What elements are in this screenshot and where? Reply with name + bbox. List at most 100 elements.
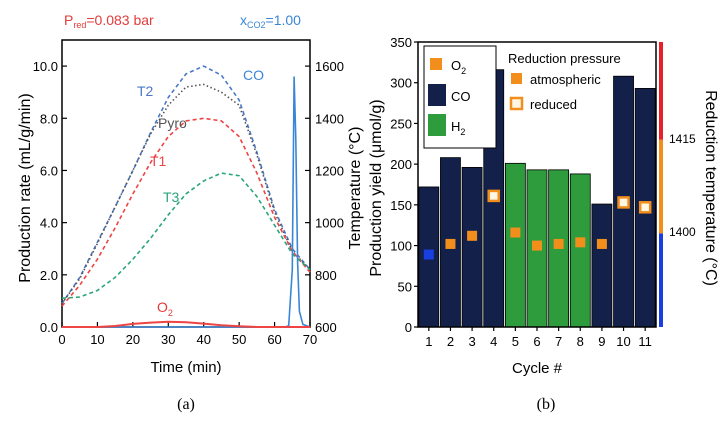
pressure-annotation: Pred=0.083 bar [64,12,154,30]
y-tick-label: 350 [390,35,412,50]
x-tick-label: 20 [126,332,140,347]
x-tick-label: 60 [267,332,281,347]
y-tick-label: 250 [390,116,412,131]
legend-label-co: CO [451,89,471,104]
temperature-bar-segment [659,233,663,327]
y-tick-label: 100 [390,239,412,254]
left-tick-label: 2.0 [40,268,58,283]
series-line-t1 [61,117,311,307]
o2-marker-cycle-8 [575,237,586,248]
right-tick-label: 1600 [315,59,344,74]
bar-cycle-5 [504,162,526,328]
legend: O2 CO H2 Reduction pressure atmospheric … [423,45,621,149]
series-line-o2 [62,320,310,328]
panel-a-right-axis-title: Temperature (°C) [347,127,364,250]
panel-b-y-ticks: 0 50 100 150 200 250 300 350 [390,35,418,335]
left-tick-label: 8.0 [40,111,58,126]
x-tick-label: 30 [161,332,175,347]
x-tick-label: 2 [447,334,454,349]
x-tick-label: 70 [303,332,317,347]
panel-a-right-ticks: 600 800 1000 1200 1400 1600 [305,59,344,335]
series-line-t2 [61,65,311,304]
x-tick-label: 3 [468,334,475,349]
x-tick-label: 8 [577,334,584,349]
legend-swatch-atmospheric [511,73,522,84]
panel-b-y-axis-title: Production yield (μmol/g) [368,99,385,276]
panel-a-series [61,65,311,328]
o2-marker-cycle-1 [423,249,434,260]
bar-cycle-9 [591,203,613,328]
x-tick-label: 40 [196,332,210,347]
temperature-bar-segment [659,42,663,140]
panel-b-o2-markers [423,189,652,260]
panel-a-plot-frame [61,39,311,328]
y-tick-label: 50 [398,279,412,294]
temperature-label: 1415 [669,132,696,146]
x-tick-label: 9 [598,334,605,349]
x-tick-label: 10 [616,334,630,349]
right-tick-label: 1400 [315,111,344,126]
x-tick-label: 5 [512,334,519,349]
x-tick-label: 11 [638,334,652,349]
o2-marker-cycle-3 [467,230,478,241]
co-peak-label: CO [243,67,264,83]
o2-marker-cycle-5 [510,227,521,238]
left-tick-label: 6.0 [40,163,58,178]
series-line-t3 [61,172,311,300]
legend-label-o2: O2 [451,58,466,76]
o2-marker-cycle-4 [487,189,500,203]
legend-pressure-title: Reduction pressure [508,51,621,66]
right-tick-label: 1200 [315,163,344,178]
series-label-pyro: Pyro [158,115,187,131]
y-tick-label: 200 [390,157,412,172]
panel-a-left-ticks: 0.0 2.0 4.0 6.0 8.0 10.0 [33,59,67,335]
series-label-t2: T2 [137,83,154,99]
legend-swatch-o2 [430,58,442,70]
panel-b-x-axis-title: Cycle # [512,360,563,377]
o2-marker-cycle-11 [638,201,652,214]
legend-swatch-h2 [428,114,446,136]
legend-label-h2: H2 [451,119,465,137]
legend-label-atmospheric: atmospheric [530,72,601,87]
y-tick-label: 150 [390,198,412,213]
panel-b-caption: (b) [537,396,556,413]
temperature-bar: 1400 1415 [659,42,696,327]
legend-swatch-reduced [509,96,524,111]
o2-marker-cycle-9 [596,238,607,249]
o2-marker-cycle-2 [445,238,456,249]
panel-a-y-axis-title: Production rate (mL/g/min) [17,93,34,282]
y-tick-label: 300 [390,76,412,91]
series-label-t1: T1 [150,153,167,169]
panel-a: 0.02.04.06.08.010.0 60080010001200140016… [17,12,364,413]
y-tick-label: 0 [405,320,412,335]
o2-marker-cycle-10 [617,196,630,209]
o2-marker-cycle-6 [532,240,542,251]
left-tick-label: 10.0 [33,59,58,74]
x-tick-label: 7 [555,334,562,349]
x-tick-label: 50 [232,332,246,347]
x-tick-label: 4 [490,334,497,349]
temperature-bar-segment [659,139,663,234]
panel-a-x-ticks: 0 10 20 30 40 50 60 70 [58,322,317,347]
legend-swatch-co [428,84,446,106]
panel-a-caption: (a) [177,396,195,413]
bar-cycle-8 [569,173,591,328]
x-tick-label: 10 [90,332,104,347]
legend-label-reduced: reduced [530,97,577,112]
temperature-label: 1400 [669,225,696,239]
x-tick-label: 1 [425,334,432,349]
left-tick-label: 0.0 [40,320,58,335]
series-label-t3: T3 [163,189,180,205]
panel-b: 0 50 100 150 200 250 300 350 1 2 3 4 5 6 7 8 9 10 11 1400… [368,35,719,413]
right-tick-label: 600 [315,320,337,335]
panel-a-x-axis-title: Time (min) [150,359,221,376]
left-tick-label: 4.0 [40,216,58,231]
x-tick-label: 0 [58,332,65,347]
panel-b-x-ticks: 1 2 3 4 5 6 7 8 9 10 11 [425,327,652,349]
panel-b-right-axis-title: Reduction temperature (°C) [702,90,719,286]
o2-marker-cycle-7 [553,238,564,249]
right-tick-label: 800 [315,268,337,283]
x-tick-label: 6 [533,334,540,349]
